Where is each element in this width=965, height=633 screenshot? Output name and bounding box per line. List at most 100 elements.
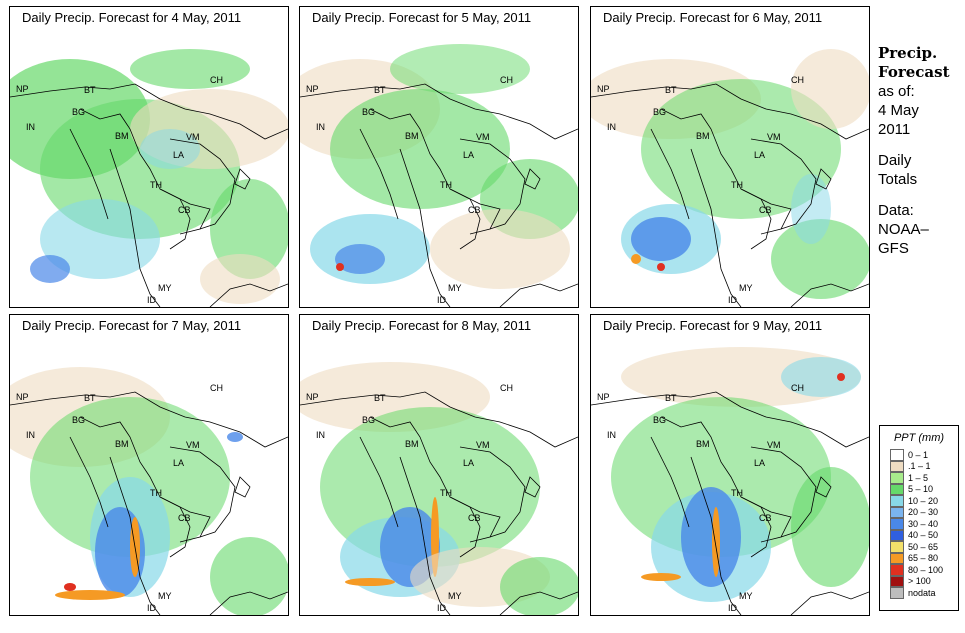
precip-map: NP BT BG IN CH BM VM LA TH CB MY ID [591,29,869,307]
boundary-line [209,591,288,615]
country-code-label: NP [16,84,29,94]
country-code-label: BT [665,85,677,95]
asof-date: 4 May [878,102,919,119]
country-code-label: LA [463,150,474,160]
boundary-line [10,391,288,448]
precip-area [641,573,681,581]
precip-area [130,49,250,89]
legend-label: 20 – 30 [908,507,939,518]
country-code-label: MY [448,591,462,601]
legend-item: 5 – 10 [890,483,958,495]
country-code-label: IN [26,122,35,132]
boundary-line [300,391,578,448]
boundary-line [449,496,501,543]
boundary-line [591,83,869,140]
panel-title: Daily Precip. Forecast for 4 May, 2011 [10,7,288,30]
country-code-label: LA [754,150,765,160]
country-code-label: CH [500,383,513,393]
legend-label: 40 – 50 [908,530,939,541]
country-code-label: CH [210,75,223,85]
legend-swatch [890,449,904,461]
boundary-line [740,496,792,543]
legend-item: .1 – 1 [890,460,958,472]
legend-item: 65 – 80 [890,552,958,564]
boundary-line [524,168,541,190]
boundary-line [109,456,161,615]
legend-swatch [890,495,904,507]
country-code-label: CB [178,513,191,523]
forecast-panel: Daily Precip. Forecast for 6 May, 2011 N… [590,6,870,308]
country-code-label: VM [476,440,490,450]
country-code-label: ID [728,603,738,613]
boundary-line [499,591,578,615]
country-code-label: TH [150,180,162,190]
panel-title: Daily Precip. Forecast for 6 May, 2011 [591,7,869,30]
country-code-label: MY [158,591,172,601]
country-code-label: LA [173,150,184,160]
precip-area [631,254,641,264]
boundary-line [660,108,772,250]
legend-label: > 100 [908,576,931,587]
boundary-line [660,416,772,558]
precip-area [681,487,741,587]
boundary-line [69,128,109,220]
boundary-line [79,416,191,558]
precip-map: NP BT BG IN CH BM VM LA TH CB MY ID [10,29,288,307]
country-code-label: TH [731,488,743,498]
boundary-line [159,496,211,543]
panel-title: Daily Precip. Forecast for 8 May, 2011 [300,315,578,338]
boundary-line [300,83,578,140]
country-code-label: VM [767,440,781,450]
country-code-label: CB [468,205,481,215]
boundary-line [234,476,251,498]
legend-label: 30 – 40 [908,518,939,529]
country-code-label: VM [186,440,200,450]
legend-item: > 100 [890,575,958,587]
country-code-label: ID [437,295,447,305]
legend-label: 5 – 10 [908,484,934,495]
boundary-line [10,83,288,140]
country-code-label: BG [362,107,375,117]
precip-area [55,590,125,600]
country-code-label: BT [84,393,96,403]
legend-swatch [890,518,904,530]
country-code-label: BT [374,85,386,95]
data-source-line1: NOAA– [878,221,929,238]
legend-label: 0 – 1 [908,449,929,460]
country-code-label: IN [316,430,325,440]
country-code-label: LA [463,458,474,468]
country-code-label: BM [696,439,710,449]
country-code-label: BT [374,393,386,403]
precip-area [430,209,570,289]
boundary-line [459,446,526,538]
boundary-line [359,128,399,220]
boundary-line [740,188,792,235]
legend-label: 50 – 65 [908,541,939,552]
legend-swatch [890,506,904,518]
boundary-line [790,591,869,615]
legend-item: nodata [890,587,958,599]
boundary-line [815,168,832,190]
forecast-panel: Daily Precip. Forecast for 7 May, 2011 N… [9,314,289,616]
boundary-line [650,128,690,220]
asof-year: 2011 [878,121,911,138]
legend-item: 10 – 20 [890,495,958,507]
precip-area [335,244,385,274]
precip-area [227,432,243,442]
precip-area [30,255,70,283]
forecast-panel: Daily Precip. Forecast for 4 May, 2011 N… [9,6,289,308]
boundary-line [209,283,288,307]
country-code-label: ID [147,295,157,305]
daily-label: Daily [878,152,912,169]
boundary-line [750,138,817,230]
country-code-label: MY [739,591,753,601]
country-code-label: LA [754,458,765,468]
legend-label: 1 – 5 [908,472,929,483]
precip-area [771,219,869,299]
legend-item: 40 – 50 [890,529,958,541]
country-code-label: NP [306,392,319,402]
boundary-line [459,138,526,230]
country-code-label: CB [759,205,772,215]
